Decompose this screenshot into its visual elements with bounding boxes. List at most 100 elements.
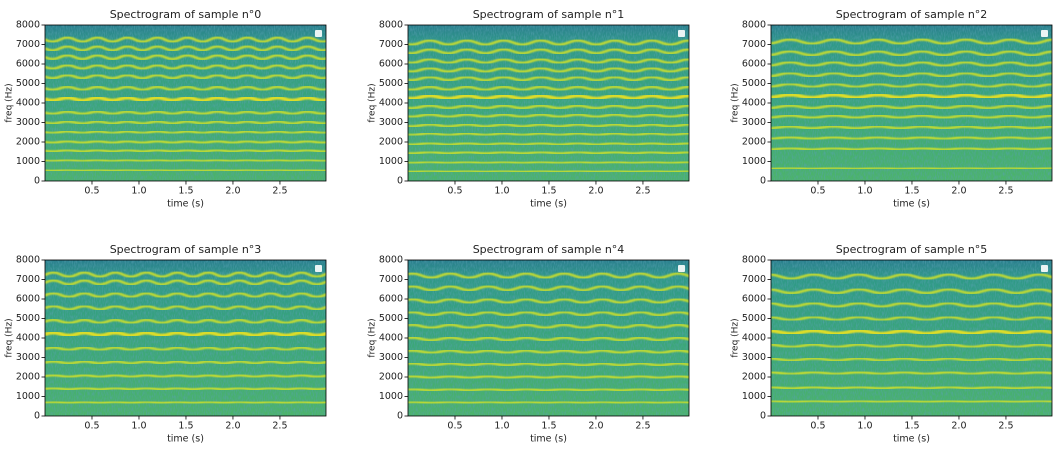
harmonic-band xyxy=(771,71,1052,78)
legend xyxy=(678,30,685,37)
y-tick-label: 1000 xyxy=(742,156,766,167)
x-tick-label: 2.5 xyxy=(635,186,650,197)
x-tick-label: 0.5 xyxy=(447,421,462,432)
y-tick-label: 6000 xyxy=(16,294,40,305)
panel: 0 1000 2000 3000 4000 5000 6000 7000 8000 0.5 1.0 1… xyxy=(731,8,1053,210)
y-tick-label: 2000 xyxy=(16,372,40,383)
harmonic-band xyxy=(45,346,326,352)
x-tick-label: 1.5 xyxy=(904,186,919,197)
harmonic-band xyxy=(771,301,1052,308)
harmonic-band xyxy=(771,328,1052,336)
y-tick-label: 1000 xyxy=(742,391,766,402)
x-tick-label: 1.0 xyxy=(494,421,509,432)
plot-area xyxy=(408,260,689,416)
x-tick-label: 1.5 xyxy=(178,186,193,197)
harmonic-band xyxy=(771,166,1052,171)
panel: 0 1000 2000 3000 4000 5000 6000 7000 8000 0.5 1.0 1… xyxy=(5,243,327,445)
y-axis-label: freq (Hz) xyxy=(731,83,741,122)
harmonic-band xyxy=(408,75,689,82)
legend xyxy=(1041,265,1048,272)
plot-area xyxy=(45,260,326,416)
x-tick-label: 2.0 xyxy=(225,186,240,197)
y-axis-label: freq (Hz) xyxy=(368,83,378,122)
y-tick-label: 1000 xyxy=(379,156,403,167)
legend xyxy=(678,265,685,272)
x-tick-label: 2.0 xyxy=(588,421,603,432)
x-axis-label: time (s) xyxy=(530,199,567,210)
harmonic-band xyxy=(771,82,1052,89)
y-tick-label: 6000 xyxy=(742,59,766,70)
harmonic-band xyxy=(408,272,689,280)
x-tick-label: 1.5 xyxy=(904,421,919,432)
panel: 0 1000 2000 3000 4000 5000 6000 7000 8000 0.5 1.0 1… xyxy=(731,243,1053,445)
harmonic-band xyxy=(408,400,689,405)
y-tick-label: 0 xyxy=(34,176,40,187)
y-tick-label: 2000 xyxy=(379,137,403,148)
harmonic-band xyxy=(771,124,1052,130)
y-tick-label: 1000 xyxy=(16,156,40,167)
x-tick-label: 0.5 xyxy=(84,186,99,197)
harmonic-band xyxy=(45,139,326,145)
harmonic-band xyxy=(45,359,326,365)
harmonic-band xyxy=(771,114,1052,120)
harmonic-band xyxy=(771,315,1052,322)
harmonic-band xyxy=(45,44,326,52)
x-tick-label: 1.0 xyxy=(131,421,146,432)
y-tick-label: 4000 xyxy=(742,98,766,109)
x-tick-label: 2.5 xyxy=(272,186,287,197)
harmonic-band xyxy=(771,135,1052,141)
y-tick-label: 8000 xyxy=(16,255,40,266)
y-tick-label: 8000 xyxy=(379,20,403,31)
y-tick-label: 1000 xyxy=(379,391,403,402)
x-tick-label: 2.5 xyxy=(272,421,287,432)
y-tick-label: 4000 xyxy=(16,333,40,344)
panel: 0 1000 2000 3000 4000 5000 6000 7000 8000 0.5 1.0 1… xyxy=(368,243,690,445)
harmonic-band xyxy=(408,310,689,317)
legend xyxy=(315,30,322,37)
harmonic-band xyxy=(408,47,689,55)
texture xyxy=(45,25,326,181)
harmonic-band xyxy=(408,284,689,292)
harmonic-band xyxy=(45,36,326,44)
harmonic-band xyxy=(408,39,689,47)
y-tick-label: 6000 xyxy=(16,59,40,70)
y-tick-label: 0 xyxy=(397,411,403,422)
harmonic-band xyxy=(408,66,689,73)
harmonic-band xyxy=(771,385,1052,390)
harmonic-band xyxy=(408,297,689,305)
harmonic-band xyxy=(408,374,689,380)
y-tick-label: 6000 xyxy=(742,294,766,305)
y-tick-label: 2000 xyxy=(16,137,40,148)
x-axis-label: time (s) xyxy=(167,199,204,210)
harmonic-band xyxy=(45,279,326,286)
y-tick-label: 7000 xyxy=(379,274,403,285)
y-tick-label: 5000 xyxy=(742,313,766,324)
x-tick-label: 1.0 xyxy=(494,186,509,197)
x-axis-label: time (s) xyxy=(893,199,930,210)
harmonic-band xyxy=(771,343,1052,349)
y-tick-label: 3000 xyxy=(742,352,766,363)
harmonic-band xyxy=(45,373,326,379)
harmonic-band xyxy=(408,160,689,165)
chart-title: Spectrogram of sample n°4 xyxy=(473,243,625,256)
y-tick-label: 8000 xyxy=(16,20,40,31)
harmonic-band xyxy=(408,336,689,342)
harmonic-band xyxy=(45,304,326,311)
y-tick-label: 7000 xyxy=(16,274,40,285)
y-tick-label: 7000 xyxy=(16,39,40,50)
y-tick-label: 4000 xyxy=(16,98,40,109)
harmonic-band xyxy=(771,273,1052,281)
y-tick-label: 5000 xyxy=(16,78,40,89)
harmonic-band xyxy=(45,271,326,279)
harmonic-band xyxy=(45,400,326,405)
harmonic-band xyxy=(771,49,1052,57)
x-tick-label: 2.5 xyxy=(635,421,650,432)
chart-title: Spectrogram of sample n°2 xyxy=(836,8,988,21)
harmonic-band xyxy=(45,85,326,92)
y-axis-label: freq (Hz) xyxy=(5,318,15,357)
harmonic-band xyxy=(45,318,326,325)
harmonic-band xyxy=(408,123,689,128)
harmonic-band xyxy=(408,85,689,92)
y-tick-label: 3000 xyxy=(379,117,403,128)
